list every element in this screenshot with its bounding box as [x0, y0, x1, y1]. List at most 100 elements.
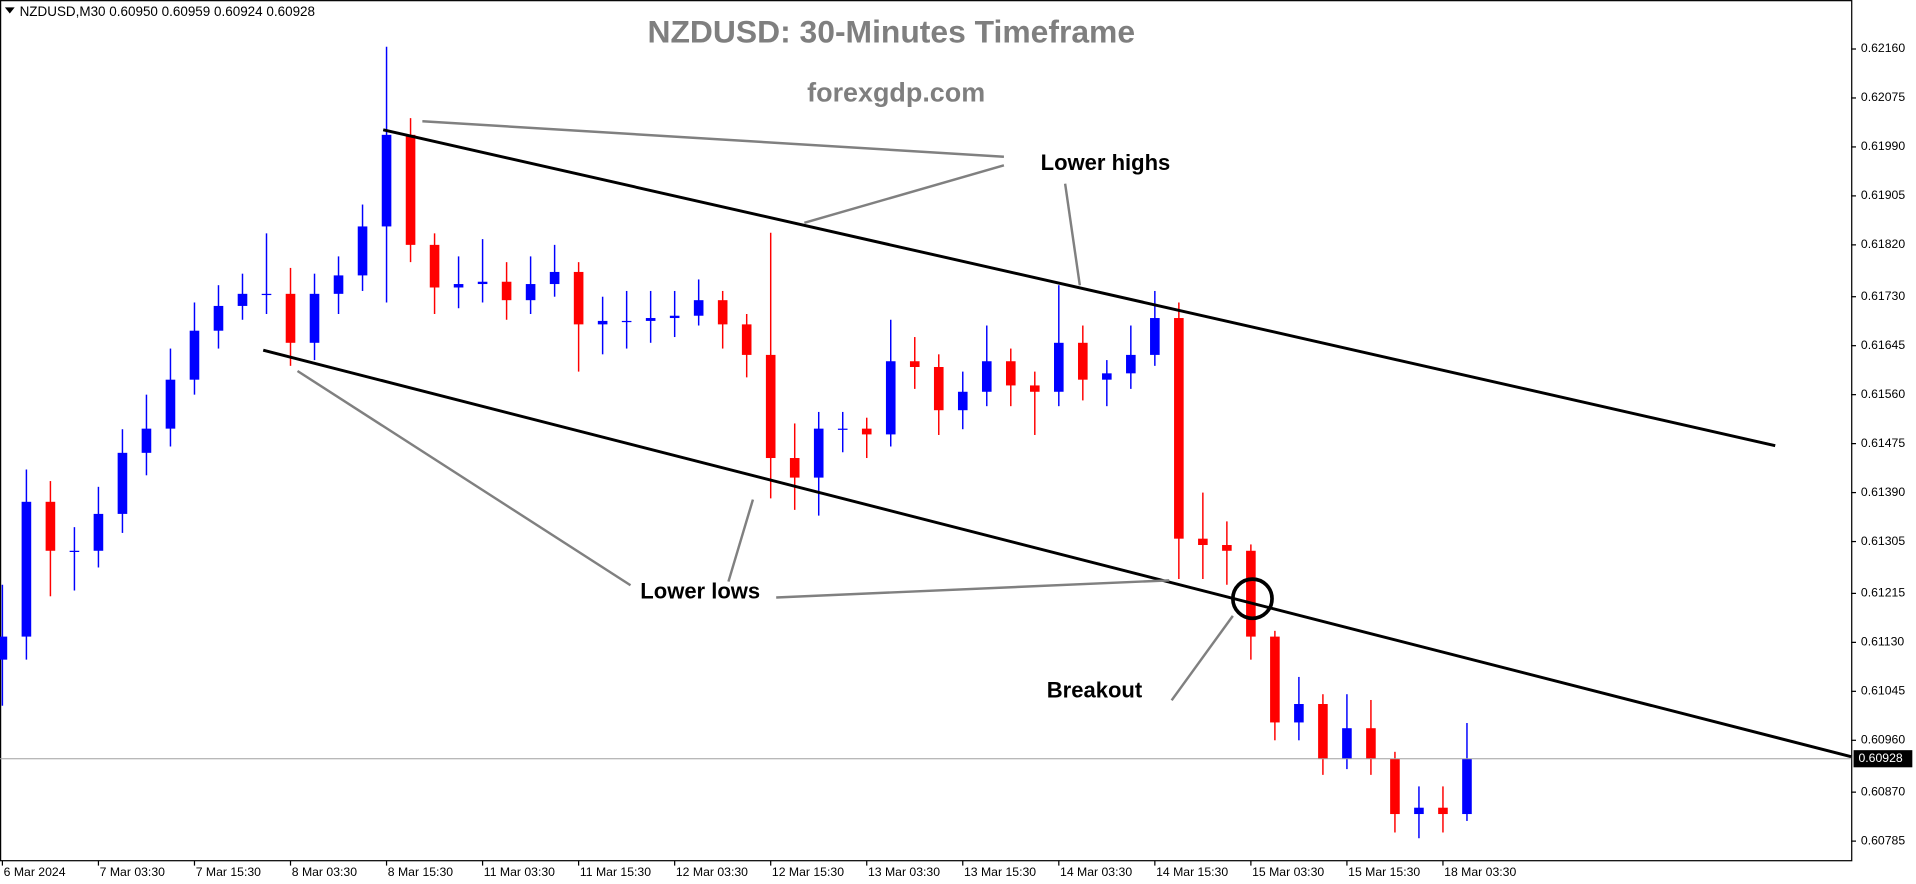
y-tick-label: 0.61645 [1861, 338, 1905, 352]
candle-body [597, 320, 608, 325]
y-tick-label: 0.61990 [1861, 139, 1905, 153]
candle-body [693, 300, 704, 316]
candle-body [381, 134, 392, 227]
x-tick-label: 8 Mar 03:30 [292, 865, 357, 879]
x-tick-label: 12 Mar 03:30 [676, 865, 748, 879]
candle-body [357, 226, 368, 276]
candle-body [333, 275, 344, 294]
y-tick-label: 0.61475 [1861, 436, 1905, 450]
candle-body [165, 379, 176, 429]
candle-body [1438, 807, 1448, 815]
candle-body [765, 354, 776, 459]
upper-channel-line [382, 128, 1776, 448]
candle-body [93, 513, 104, 551]
candle-body [1126, 354, 1136, 374]
candle-body [957, 391, 968, 411]
candle-body [1270, 636, 1280, 723]
candle-body [549, 271, 560, 285]
x-tick-label: 8 Mar 15:30 [388, 865, 453, 879]
candle-body [885, 361, 896, 435]
candle-body [1005, 361, 1016, 386]
candle-body [717, 300, 728, 325]
pointer-line [296, 369, 632, 587]
candle-body [1102, 373, 1112, 380]
pointer-line [804, 164, 1005, 225]
x-tick-label: 14 Mar 15:30 [1156, 865, 1228, 879]
candle-body [1462, 758, 1472, 815]
pointer-line [776, 579, 1170, 599]
candle-body [1366, 728, 1376, 759]
candle-body [1029, 385, 1040, 392]
candles [0, 46, 1472, 839]
x-tick-label: 6 Mar 2024 [4, 865, 66, 879]
chart-subtitle: forexgdp.com [807, 77, 985, 107]
pointer-line [1170, 615, 1234, 702]
candle-body [1318, 704, 1328, 759]
x-tick-label: 12 Mar 15:30 [772, 865, 844, 879]
candle-body [405, 134, 416, 245]
candle-body [837, 428, 848, 430]
candle-body [213, 305, 224, 331]
y-tick-label: 0.61820 [1861, 237, 1905, 251]
x-tick-label: 13 Mar 03:30 [868, 865, 940, 879]
plot-area [0, 0, 1853, 862]
annotation: Lower lows [640, 578, 760, 603]
candle-body [741, 324, 752, 355]
candle-body [309, 293, 320, 343]
y-tick-label: 0.61130 [1861, 635, 1905, 649]
candle-body [1174, 318, 1184, 539]
y-tick-label: 0.60870 [1861, 784, 1905, 798]
candle-body [429, 244, 440, 288]
x-tick-label: 15 Mar 03:30 [1252, 865, 1324, 879]
candle-body [1390, 758, 1400, 815]
pointer-line [727, 499, 755, 582]
y-tick-label: 0.61560 [1861, 387, 1905, 401]
annotation: Breakout [1047, 678, 1143, 703]
candle-body [477, 281, 488, 285]
x-tick-label: 15 Mar 15:30 [1348, 865, 1420, 879]
candle-body [261, 293, 272, 296]
candle-body [645, 318, 656, 321]
candle-body [621, 320, 632, 323]
y-tick-label: 0.61215 [1861, 586, 1905, 600]
candle-body [1246, 550, 1256, 637]
menu-triangle [4, 7, 15, 14]
x-tick-label: 7 Mar 03:30 [100, 865, 165, 879]
pointer-line [1063, 183, 1082, 286]
candle-body [573, 271, 584, 325]
candle-body [789, 458, 800, 478]
candle-body [21, 501, 32, 637]
candle-body [1342, 728, 1352, 759]
price-label-box [1853, 750, 1913, 768]
candle-body [909, 361, 920, 368]
candle-body [1414, 807, 1424, 815]
candle-body [933, 367, 944, 411]
x-tick-label: 14 Mar 03:30 [1060, 865, 1132, 879]
candle-body [285, 293, 296, 343]
lower-channel-line [262, 348, 1852, 759]
candle-body [813, 428, 824, 478]
y-tick-label: 0.62075 [1861, 90, 1905, 104]
x-tick-label: 7 Mar 15:30 [196, 865, 261, 879]
candle-body [69, 550, 80, 552]
candle-body [237, 293, 248, 306]
candle-body [1054, 342, 1064, 392]
candle-body [1198, 538, 1208, 546]
y-tick-label: 0.60785 [1861, 833, 1905, 847]
y-tick-label: 0.61905 [1861, 188, 1905, 202]
y-tick-label: 0.61045 [1861, 684, 1905, 698]
x-tick-label: 11 Mar 03:30 [484, 865, 555, 879]
candle-body [45, 501, 56, 551]
candle-body [1150, 318, 1160, 355]
price-label: 0.60928 [1858, 751, 1902, 765]
candle-body [189, 330, 200, 380]
y-tick-label: 0.61305 [1861, 534, 1905, 548]
candle-body [117, 452, 128, 514]
x-tick-label: 18 Mar 03:30 [1444, 865, 1516, 879]
x-tick-label: 11 Mar 15:30 [580, 865, 651, 879]
candle-body [1222, 545, 1232, 551]
candle-body [453, 284, 464, 288]
annotation: Lower highs [1041, 150, 1171, 175]
